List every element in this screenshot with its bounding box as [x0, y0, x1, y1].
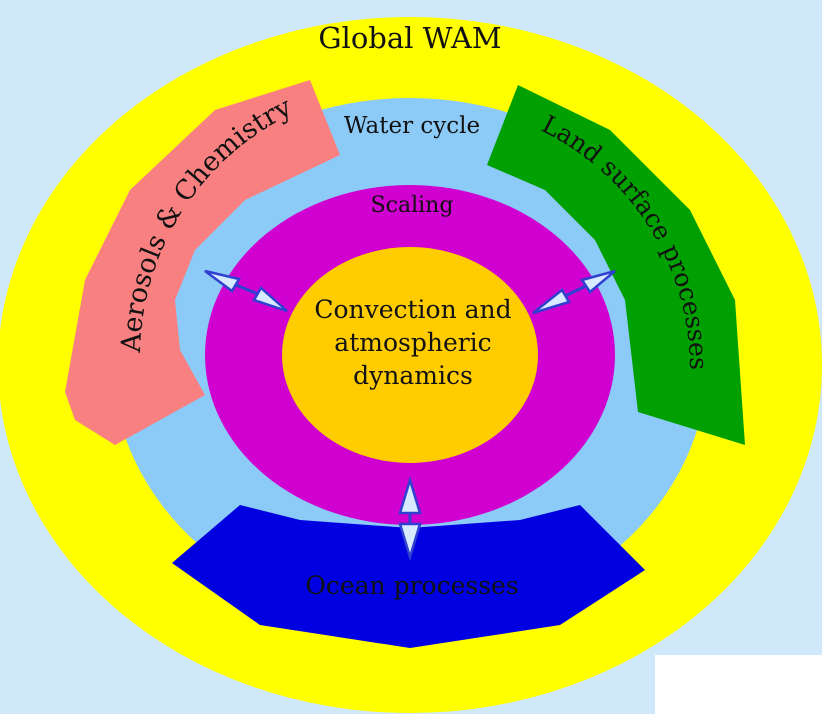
core-label-line-3: dynamics: [353, 361, 473, 390]
scaling-label: Scaling: [371, 193, 454, 218]
ocean-processes-label: Ocean processes: [305, 571, 518, 600]
arrow-ocean-core: [398, 475, 422, 562]
core-label-line-1: Convection and: [314, 295, 511, 324]
arrow-aerosols-core: [204, 269, 288, 313]
core-label-line-2: atmospheric: [334, 328, 491, 357]
land-surface-band: [487, 85, 745, 445]
white-corner: [655, 655, 822, 714]
water-cycle-label: Water cycle: [344, 113, 480, 139]
arrow-land-core: [532, 269, 616, 315]
aerosols-chemistry-band: [65, 80, 340, 445]
ocean-band: [172, 505, 645, 648]
convection-core: [282, 247, 538, 463]
global-wam-label: Global WAM: [318, 21, 501, 55]
